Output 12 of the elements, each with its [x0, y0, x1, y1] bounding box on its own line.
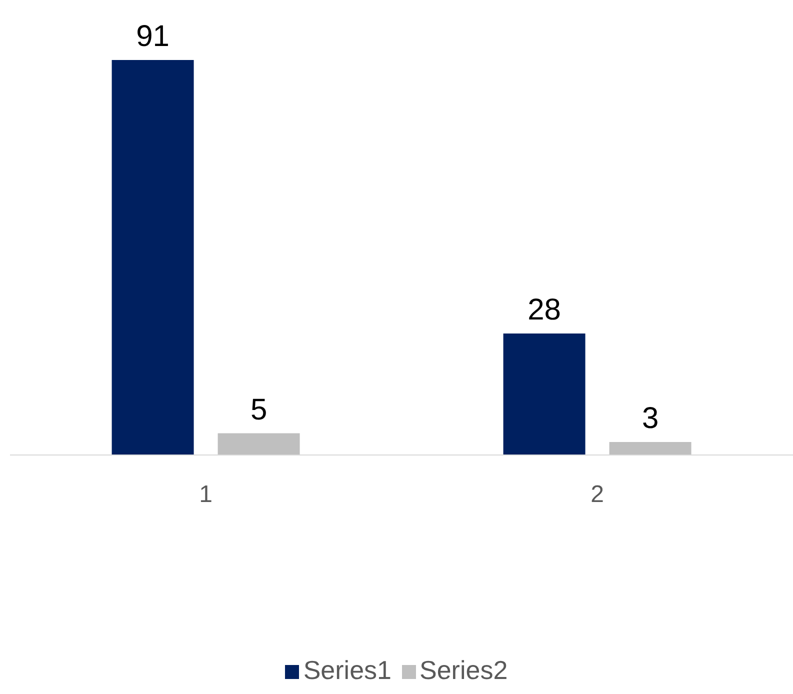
data-label: 91 — [136, 20, 170, 53]
bar — [112, 60, 194, 455]
legend-label: Series2 — [420, 655, 508, 685]
data-label: 5 — [250, 393, 268, 426]
data-label: 3 — [642, 402, 659, 435]
data-label: 28 — [528, 293, 561, 326]
bar — [218, 433, 300, 455]
x-tick-label: 1 — [199, 481, 212, 508]
bar — [609, 442, 692, 455]
bar — [503, 333, 586, 455]
x-tick-label: 2 — [590, 481, 604, 508]
legend-label: Series1 — [303, 655, 392, 685]
